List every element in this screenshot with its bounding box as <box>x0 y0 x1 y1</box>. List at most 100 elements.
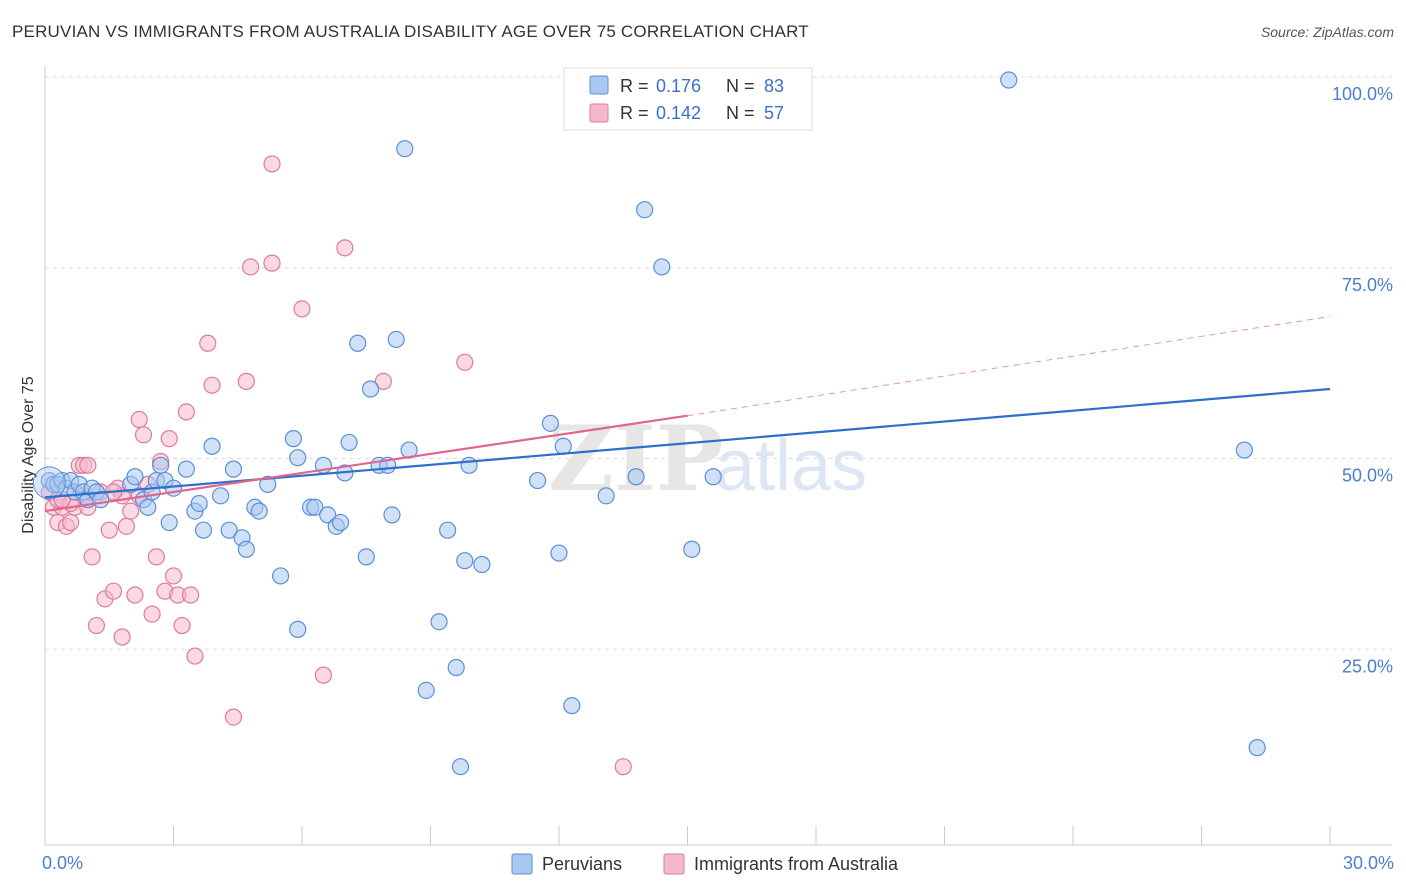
data-point <box>126 468 144 486</box>
data-point <box>100 521 118 539</box>
data-point <box>139 498 157 516</box>
data-point <box>704 468 722 486</box>
data-point <box>199 334 217 352</box>
y-tick-label: 100.0% <box>1332 84 1393 104</box>
data-point <box>79 456 97 474</box>
data-point <box>541 414 560 432</box>
data-point <box>113 628 131 646</box>
data-point <box>683 540 701 558</box>
legend-r-label: R = <box>620 103 649 123</box>
data-point <box>319 506 337 524</box>
legend-n-value: 57 <box>764 103 784 123</box>
data-point <box>554 437 572 455</box>
data-point <box>447 658 465 677</box>
data-point <box>87 616 106 635</box>
grid-lines <box>45 76 1392 650</box>
data-point <box>130 410 148 429</box>
trend-line-australia <box>44 414 688 513</box>
data-point <box>597 487 615 505</box>
data-point <box>550 544 568 562</box>
data-point <box>203 376 221 394</box>
data-point <box>336 239 354 257</box>
legend-swatch-australia <box>589 103 609 123</box>
trend-line-australia-extension <box>687 316 1331 417</box>
data-point <box>242 258 260 276</box>
data-point <box>349 334 367 352</box>
data-point <box>331 513 350 532</box>
data-point <box>1248 739 1266 757</box>
bottom-legend-peruvians: Peruvians <box>542 854 622 874</box>
legend-swatch-peruvians <box>589 75 609 95</box>
data-point <box>237 372 255 390</box>
watermark: ZIP atlas <box>548 406 867 512</box>
y-tick-label: 50.0% <box>1342 466 1393 486</box>
data-point <box>182 586 200 604</box>
data-point <box>134 426 153 444</box>
peruvian-points <box>32 71 1266 776</box>
data-point <box>563 697 581 715</box>
legend-bottom: Peruvians Immigrants from Australia <box>511 853 899 875</box>
y-axis-title: Disability Age Over 75 <box>20 376 37 534</box>
data-point <box>224 460 243 478</box>
data-point <box>186 647 204 665</box>
data-point <box>284 430 303 448</box>
data-point <box>357 548 375 566</box>
data-point <box>259 475 277 493</box>
data-point <box>340 433 358 452</box>
data-point <box>460 456 478 474</box>
data-point <box>177 403 195 421</box>
chart-title: PERUVIAN VS IMMIGRANTS FROM AUSTRALIA DI… <box>12 22 809 41</box>
legend-n-label: N = <box>726 76 755 96</box>
data-point <box>147 548 165 566</box>
data-point <box>289 620 307 638</box>
data-point <box>396 140 414 158</box>
legend-r-value: 0.176 <box>656 76 701 96</box>
data-point <box>293 300 311 318</box>
data-point <box>160 430 178 448</box>
data-point-cluster <box>32 466 66 500</box>
data-point <box>271 567 290 585</box>
data-point <box>190 494 208 513</box>
trend-lines <box>44 316 1331 513</box>
data-point <box>212 487 230 505</box>
data-point <box>451 758 470 776</box>
data-point <box>627 468 645 486</box>
y-tick-label: 75.0% <box>1342 275 1393 295</box>
data-point <box>250 502 268 520</box>
data-point <box>528 471 547 490</box>
data-point <box>383 506 401 524</box>
x-tick-max: 30.0% <box>1343 853 1394 873</box>
data-point <box>62 513 80 532</box>
bottom-legend-swatch-australia <box>663 853 685 875</box>
data-point <box>224 708 243 726</box>
data-point <box>636 201 654 219</box>
watermark-zip: ZIP <box>548 406 723 512</box>
data-point <box>306 498 324 516</box>
data-point <box>122 502 140 520</box>
data-point <box>143 605 161 623</box>
data-point <box>653 258 671 276</box>
axes: 25.0% 50.0% 75.0% 100.0% <box>44 66 1393 846</box>
data-point <box>194 521 213 539</box>
x-tick-min: 0.0% <box>42 853 83 873</box>
data-point <box>1000 71 1018 89</box>
data-point <box>152 456 170 474</box>
data-point <box>117 517 135 535</box>
data-point <box>314 666 333 684</box>
bottom-legend-swatch-peruvians <box>511 853 533 875</box>
data-point <box>203 437 221 455</box>
data-point <box>289 449 307 467</box>
data-point <box>164 567 183 585</box>
data-point <box>614 758 632 776</box>
data-point <box>126 586 144 604</box>
data-point <box>456 552 474 570</box>
australia-points <box>40 155 632 776</box>
data-point <box>417 681 435 700</box>
y-tick-label: 25.0% <box>1342 656 1393 676</box>
legend-n-value: 83 <box>764 76 784 96</box>
data-point <box>439 521 457 539</box>
legend-n-label: N = <box>726 103 755 123</box>
bottom-legend-australia: Immigrants from Australia <box>694 854 899 874</box>
legend-top: R = 0.176 N = 83 R = 0.142 N = 57 <box>563 67 813 131</box>
